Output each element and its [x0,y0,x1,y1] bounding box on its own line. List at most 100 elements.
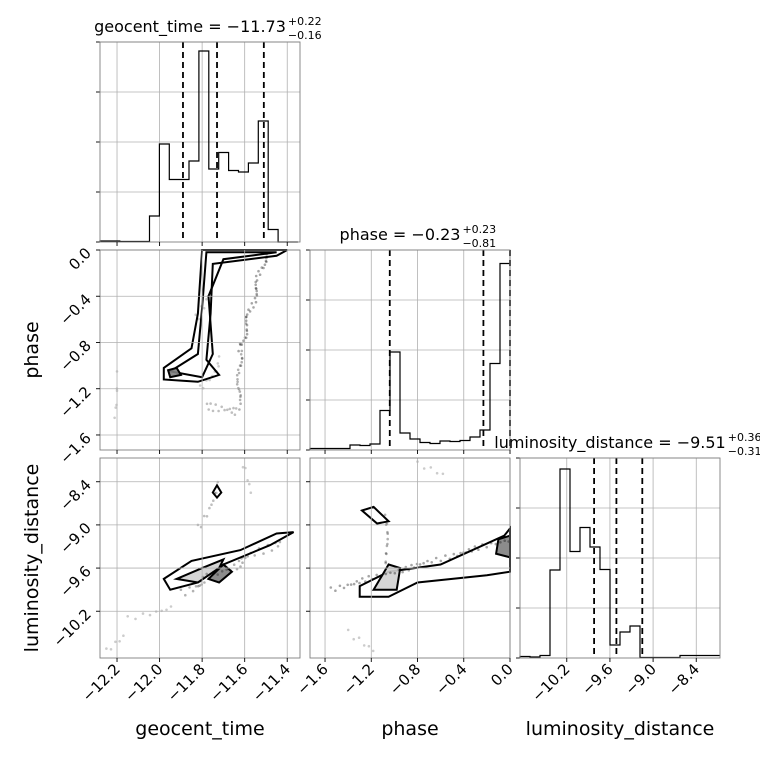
scatter-panel-geocent_time-luminosity_distance [99,457,301,659]
x-tick-label: −10.2 [528,660,573,705]
sample-point [385,544,389,548]
contour-outer [211,483,223,500]
sample-point [384,572,388,576]
sample-point [389,571,392,575]
sample-point [278,540,282,544]
histogram-geocent_time [99,50,298,243]
sample-point [215,370,218,373]
sample-point [205,379,208,382]
sample-point [384,561,388,565]
y-axis-label-luminosity_distance: luminosity_distance [21,464,43,653]
sample-point [228,407,232,411]
y-tick-label: −9.0 [56,519,94,557]
sample-point [126,615,129,618]
sample-point [212,570,215,574]
sample-point [242,555,245,559]
sample-point [238,364,242,367]
sample-point [270,549,274,552]
sample-point [216,573,219,576]
contour-fill [173,557,226,584]
scatter-panel-geocent_time-phase [99,249,301,451]
sample-point [254,300,258,304]
sample-point [169,605,173,608]
sample-point [418,563,422,566]
sample-point [257,547,261,550]
sample-point [364,580,367,583]
title-err-plus: +0.36 [728,431,760,444]
sample-point [141,612,145,615]
x-tick-label: −9.6 [578,660,616,698]
sample-point [448,557,452,561]
contour-outer [162,531,295,591]
sample-point [148,613,152,617]
x-tick-label: 0.0 [487,660,517,690]
sample-point [379,574,383,578]
sample-point [211,409,215,413]
sample-point [384,552,388,555]
sample-point [384,560,388,563]
y-tick-label: −0.8 [56,337,94,375]
sample-point [215,491,218,495]
title-err-minus: −0.81 [462,237,496,250]
sample-point [240,349,244,353]
x-tick-label: −0.4 [432,660,470,698]
histogram-panel-phase [309,249,511,451]
scatter-panel-phase-luminosity_distance [309,457,511,659]
histogram-luminosity_distance [519,468,720,659]
sample-point [179,588,183,591]
sample-point [240,343,244,346]
sample-point [239,343,242,347]
sample-point [258,273,262,277]
sample-point [245,315,248,319]
sample-point [435,471,439,475]
sample-point [262,552,265,555]
sample-point [439,559,443,563]
sample-point [386,542,389,546]
sample-point [114,640,117,644]
sample-point [194,313,197,317]
sample-point [507,540,510,543]
sample-point [236,380,239,384]
sample-point [386,530,389,534]
sample-point [346,628,350,632]
sample-point [160,609,163,613]
sample-point [254,286,258,290]
sample-point [248,310,252,313]
sample-point [265,253,268,256]
sample-point [239,364,243,368]
sample-point [274,541,277,545]
sample-point [473,545,477,548]
sample-point [265,260,268,264]
sample-point [485,545,489,549]
sample-point [240,357,244,360]
sample-point [367,644,371,648]
sample-point [113,416,116,420]
sample-point [262,266,265,270]
sample-point [237,387,241,391]
sample-point [467,548,471,551]
sample-point [235,373,239,377]
sample-point [200,583,203,586]
sample-point [191,589,195,593]
sample-point [205,402,209,406]
sample-point [197,317,200,321]
sample-point [234,407,238,410]
sample-point [404,565,408,569]
sample-point [208,506,211,510]
sample-point [238,390,242,393]
sample-point [385,552,388,556]
y-tick-label: −1.6 [56,429,94,467]
sample-point [239,353,243,356]
sample-point [232,406,235,410]
sample-point [255,292,258,296]
sample-point [254,274,258,278]
sample-point [199,579,203,583]
sample-point [397,568,401,571]
sample-point [371,649,375,653]
contour-fill-layer [162,249,511,598]
sample-point [230,411,234,414]
sample-point [263,263,267,267]
sample-point [250,302,254,305]
sample-point [247,308,250,312]
title-geocent_time: geocent_time = −11.73 +0.22−0.16 [94,15,322,42]
